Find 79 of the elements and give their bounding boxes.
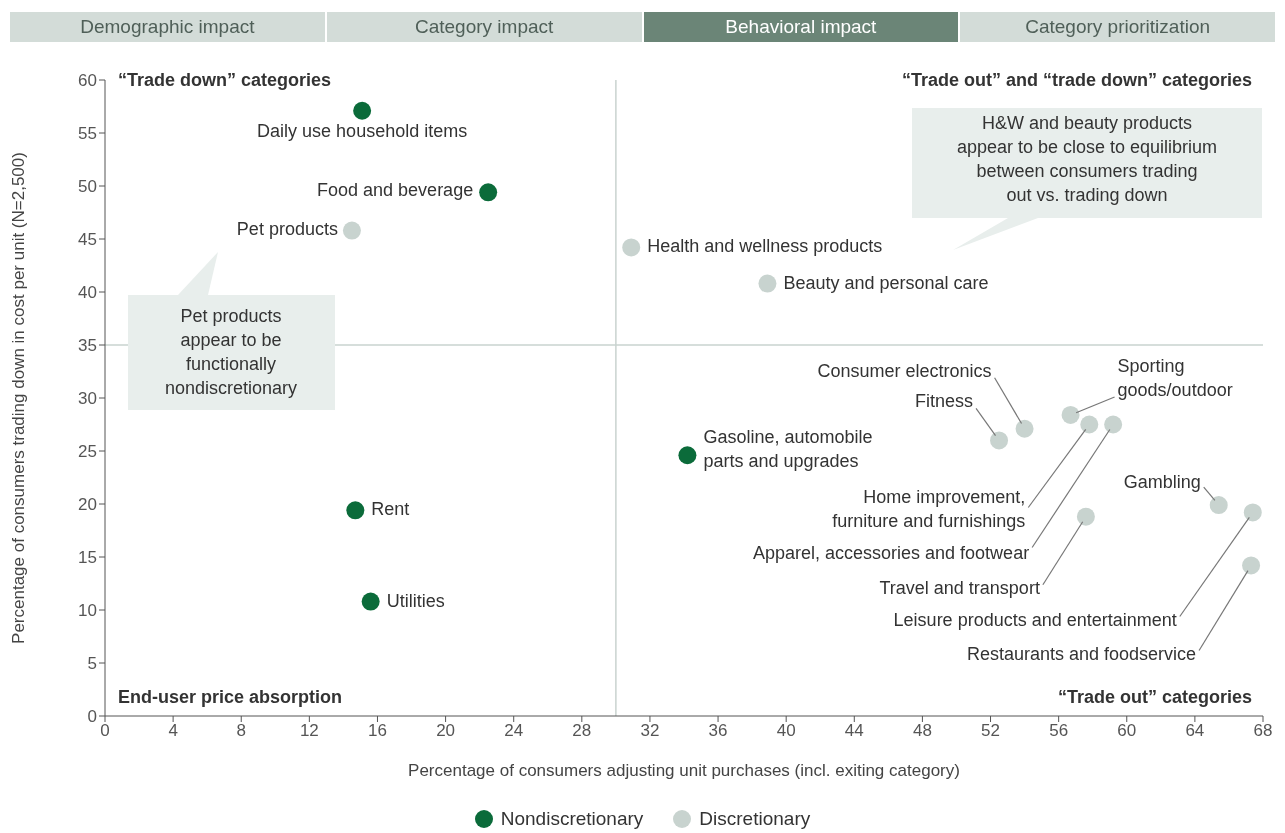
x-tick-label: 52 (981, 721, 1000, 741)
y-tick-label: 0 (87, 707, 97, 727)
y-tick-label: 55 (78, 124, 97, 144)
text: Category prioritization (960, 12, 1275, 42)
x-tick-label: 8 (236, 721, 246, 741)
y-tick-label: 25 (78, 442, 97, 462)
y-tick-label: 40 (78, 283, 97, 303)
annotation: H&W and beauty products appear to be close to equilibrium between consumers trading out vs. trading down (956, 112, 1218, 205)
point (1061, 405, 1080, 424)
x-tick-label: 68 (1253, 721, 1273, 741)
legend-label: Nondiscretionary (500, 808, 644, 830)
legend-label: Discretionary (699, 808, 811, 830)
y-tick-label: 5 (87, 654, 97, 674)
point (353, 101, 372, 120)
x-tick-label: 56 (1049, 721, 1069, 741)
x-tick-label: 28 (572, 721, 592, 741)
y-tick-label: 50 (78, 177, 97, 197)
x-axis-title: Percentage of consumers adjusting unit purchases (incl. exiting category) (408, 761, 960, 780)
annotation: Rent (371, 499, 410, 520)
point (1104, 415, 1123, 434)
annotation: Home improvement, furniture and furnishings (832, 486, 1026, 531)
annotation: Pet products appear to be functionally nondiscretionary (164, 305, 298, 398)
annotation: Restaurants and foodservice (966, 644, 1197, 665)
point (1243, 503, 1262, 522)
point (479, 183, 498, 202)
text: Category impact (326, 12, 642, 42)
annotation: Apparel, accessories and footwear (752, 542, 1030, 563)
annotation: “Trade out” categories (1057, 686, 1252, 707)
y-tick-label: 35 (78, 336, 97, 356)
point (361, 592, 380, 611)
point (622, 238, 641, 257)
annotation: Beauty and personal care (783, 272, 989, 293)
annotation: Pet products (236, 218, 338, 239)
point (678, 446, 697, 465)
annotation: Consumer electronics (817, 360, 992, 381)
point (1209, 496, 1228, 515)
annotation: Daily use household items (257, 120, 468, 141)
y-tick-label: 10 (78, 601, 97, 621)
x-tick-label: 60 (1117, 721, 1137, 741)
annotation: Utilities (386, 590, 445, 611)
y-tick-label: 15 (78, 548, 97, 568)
annotation: End-user price absorption (118, 686, 343, 707)
point (758, 274, 777, 293)
annotation: Leisure products and entertainment (893, 610, 1177, 631)
point (1080, 415, 1099, 434)
annotation: Sporting goods/outdoor (1117, 355, 1233, 400)
x-tick-label: 40 (776, 721, 796, 741)
x-tick-label: 12 (299, 721, 319, 741)
annotation: Travel and transport (879, 577, 1040, 598)
x-tick-label: 44 (844, 721, 864, 741)
y-axis-title: Percentage of consumers trading down in cost per unit (N=2,500) (9, 152, 28, 644)
y-tick-label: 20 (78, 495, 97, 515)
annotation: Gambling (1123, 471, 1201, 492)
y-tick-label: 30 (78, 389, 97, 409)
text: Behavioral impact (643, 12, 959, 42)
y-tick-label: 60 (78, 71, 97, 91)
annotation: Gasoline, automobile parts and upgrades (703, 426, 873, 471)
annotation: “Trade down” categories (118, 69, 332, 90)
x-tick-label: 32 (640, 721, 660, 741)
text: Demographic impact (10, 12, 325, 42)
annotation: Food and beverage (317, 180, 474, 201)
point (1015, 419, 1034, 438)
x-tick-label: 4 (168, 721, 178, 741)
annotation: “Trade out” and “trade down” categories (901, 69, 1252, 90)
annotation: Health and wellness products (647, 236, 883, 257)
x-tick-label: 20 (436, 721, 456, 741)
x-tick-label: 16 (368, 721, 387, 741)
point (346, 501, 365, 520)
x-tick-label: 48 (912, 721, 932, 741)
x-tick-label: 0 (100, 721, 110, 741)
annotation: Fitness (915, 391, 974, 412)
point (990, 431, 1009, 450)
x-tick-label: 64 (1185, 721, 1205, 741)
point (1076, 507, 1095, 526)
point (1242, 556, 1261, 575)
x-tick-label: 24 (504, 721, 524, 741)
point (342, 221, 361, 240)
y-tick-label: 45 (78, 230, 97, 250)
x-tick-label: 36 (708, 721, 728, 741)
